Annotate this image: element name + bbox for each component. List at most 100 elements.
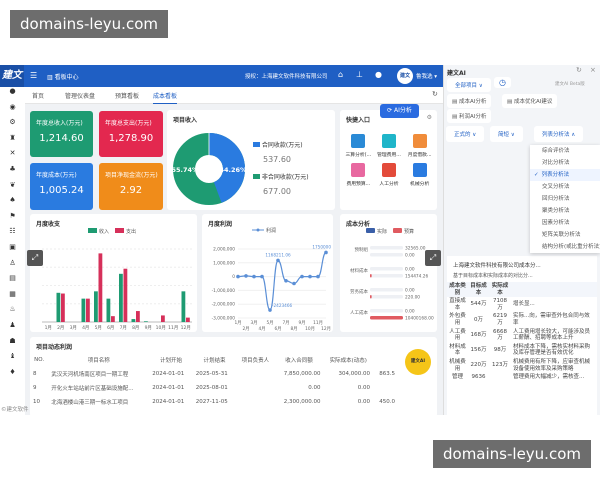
cost-optimization-button[interactable]: ▤ 成本优化AI建议 bbox=[502, 94, 558, 108]
nav-icon[interactable]: ♠ bbox=[9, 196, 16, 205]
column-header[interactable]: 计划开始 bbox=[160, 358, 183, 364]
tab-budget-board[interactable]: 预算看板 bbox=[115, 93, 140, 100]
bar[interactable] bbox=[144, 321, 148, 322]
bar[interactable] bbox=[94, 291, 98, 322]
data-point[interactable] bbox=[252, 274, 256, 279]
data-point[interactable] bbox=[236, 274, 240, 279]
data-point[interactable] bbox=[260, 274, 264, 279]
clock-icon[interactable]: ◷ bbox=[494, 77, 511, 88]
bar[interactable] bbox=[61, 293, 65, 322]
data-point[interactable] bbox=[300, 274, 304, 279]
home-icon[interactable]: ⌂ bbox=[338, 70, 344, 79]
dropdown-option[interactable]: 结构分析(或比重分析法) bbox=[530, 241, 600, 253]
quick-entry-item[interactable]: 月度借款... bbox=[404, 134, 435, 158]
data-point[interactable] bbox=[268, 308, 272, 312]
avatar[interactable]: 建文 bbox=[397, 68, 413, 84]
bar[interactable] bbox=[161, 315, 165, 322]
ai-mascot[interactable]: 建文AI bbox=[405, 349, 431, 375]
quick-entry-item[interactable]: 人工分析 bbox=[374, 163, 405, 187]
quick-entry-item[interactable]: 费用预算... bbox=[343, 163, 374, 187]
profit-ai-analysis-button[interactable]: ▤ 利润AI分析 bbox=[447, 109, 492, 123]
bar[interactable] bbox=[370, 274, 372, 278]
ai-analysis-button[interactable]: ⟳ AI分析 bbox=[380, 104, 419, 118]
bar[interactable] bbox=[81, 298, 86, 322]
nav-icon[interactable]: ♙ bbox=[9, 258, 16, 267]
bar[interactable] bbox=[131, 319, 136, 322]
tab-management-dashboard[interactable]: 管理仪表盘 bbox=[65, 93, 96, 100]
nav-icon[interactable]: ♦ bbox=[9, 367, 16, 376]
bar[interactable] bbox=[181, 291, 186, 322]
nav-icon[interactable]: ♝ bbox=[9, 352, 16, 361]
nav-icon[interactable]: ☷ bbox=[9, 227, 16, 236]
sitemap-icon[interactable]: ⊥ bbox=[356, 70, 363, 79]
bar[interactable] bbox=[86, 298, 90, 322]
length-select[interactable]: 简短 ∨ bbox=[490, 126, 523, 142]
nav-icon[interactable]: ◉ bbox=[9, 102, 16, 111]
bar[interactable] bbox=[106, 298, 111, 322]
data-point[interactable] bbox=[308, 274, 312, 279]
refresh-icon[interactable]: ↻ bbox=[432, 90, 438, 98]
refresh-icon[interactable]: ↻ bbox=[576, 66, 582, 74]
nav-icon[interactable]: ⚙ bbox=[9, 118, 16, 127]
bar[interactable] bbox=[119, 273, 123, 322]
project-select[interactable]: 全部项目 ∨ bbox=[447, 78, 491, 92]
data-point[interactable] bbox=[284, 278, 288, 283]
table-row[interactable]: 9 开化火车站站前片区基础设施配... 2024-01-01 2025-08-01 0.… bbox=[30, 381, 398, 395]
table-row[interactable]: 10 北海酒楼山港三期一标水工项目 2024-01-01 2027-11-05 2,30… bbox=[30, 395, 398, 409]
column-header[interactable]: 收入合同额 bbox=[285, 358, 313, 364]
bar[interactable] bbox=[370, 295, 372, 299]
nav-icon[interactable]: ♨ bbox=[9, 305, 16, 314]
dropdown-option[interactable]: 回归分析法 bbox=[530, 193, 600, 205]
nav-icon[interactable]: ♣ bbox=[9, 164, 16, 173]
nav-icon[interactable]: ● bbox=[9, 87, 16, 95]
nav-icon[interactable]: ☗ bbox=[9, 336, 16, 345]
quick-entry-item[interactable]: 机械分析 bbox=[404, 163, 435, 187]
bar[interactable] bbox=[111, 316, 115, 322]
nav-icon[interactable]: ▣ bbox=[9, 242, 16, 251]
fullscreen-icon[interactable]: ⤢ bbox=[425, 250, 441, 266]
nav-icon[interactable]: ♜ bbox=[9, 133, 16, 142]
settings-icon[interactable]: ⚙ bbox=[426, 114, 432, 121]
bar[interactable] bbox=[56, 292, 61, 322]
tab-home[interactable]: 首页 bbox=[32, 93, 45, 100]
dropdown-option[interactable]: 聚类分析法 bbox=[530, 205, 600, 217]
quick-entry-item[interactable]: 三算分析(... bbox=[343, 134, 374, 158]
table-row[interactable]: 8 武汉天河机场南区项目一期工程 2024-01-01 2025-05-31 7,850… bbox=[30, 367, 398, 381]
column-header[interactable] bbox=[373, 353, 398, 367]
bar[interactable] bbox=[123, 268, 128, 322]
nav-icon[interactable]: ✕ bbox=[9, 149, 16, 158]
dropdown-option[interactable]: 矩阵关联分析法 bbox=[530, 229, 600, 241]
tab-cost-board[interactable]: 成本看板 bbox=[153, 91, 178, 104]
column-header[interactable]: 项目负责人 bbox=[241, 358, 270, 364]
dropdown-option[interactable]: ✓ 列表分析法 bbox=[530, 169, 600, 181]
nav-icon[interactable]: ⚑ bbox=[9, 211, 16, 220]
dashboard-center-link[interactable]: ▥ 看板中心 bbox=[47, 74, 79, 81]
quick-entry-item[interactable]: 管理费用... bbox=[374, 134, 405, 158]
data-point[interactable] bbox=[316, 274, 320, 279]
wechat-icon[interactable]: ● bbox=[375, 70, 382, 79]
data-point[interactable] bbox=[244, 274, 248, 278]
column-header[interactable]: 实际成本(动态) bbox=[329, 358, 367, 364]
cost-ai-analysis-button[interactable]: ▤ 成本AI分析 bbox=[447, 94, 492, 108]
dropdown-option[interactable]: 对比分析法 bbox=[530, 157, 600, 169]
nav-icon[interactable]: ▦ bbox=[9, 289, 16, 298]
column-header[interactable]: 计划结束 bbox=[203, 358, 226, 364]
data-point[interactable] bbox=[324, 250, 328, 255]
data-point[interactable] bbox=[292, 281, 296, 286]
menu-icon[interactable]: ☰ bbox=[30, 71, 38, 80]
dropdown-option[interactable]: 综合评价法 bbox=[530, 145, 600, 157]
dropdown-option[interactable]: 交叉分析法 bbox=[530, 181, 600, 193]
close-icon[interactable]: × bbox=[590, 66, 596, 74]
data-point[interactable] bbox=[276, 258, 280, 263]
bar[interactable] bbox=[136, 311, 140, 322]
bar[interactable] bbox=[186, 317, 190, 322]
bar[interactable] bbox=[98, 253, 103, 322]
nav-icon[interactable]: ▤ bbox=[9, 274, 16, 283]
dropdown-option[interactable]: 因素分析法 bbox=[530, 217, 600, 229]
nav-icon[interactable]: ♟ bbox=[9, 320, 16, 329]
tone-select[interactable]: 正式的 ∨ bbox=[446, 126, 485, 142]
column-header[interactable]: NO. bbox=[34, 357, 45, 363]
user-menu[interactable]: 鲁我选 ▾ bbox=[416, 74, 438, 80]
method-select[interactable]: 列表分析法 ∧ bbox=[534, 126, 584, 142]
bar[interactable] bbox=[370, 316, 403, 320]
